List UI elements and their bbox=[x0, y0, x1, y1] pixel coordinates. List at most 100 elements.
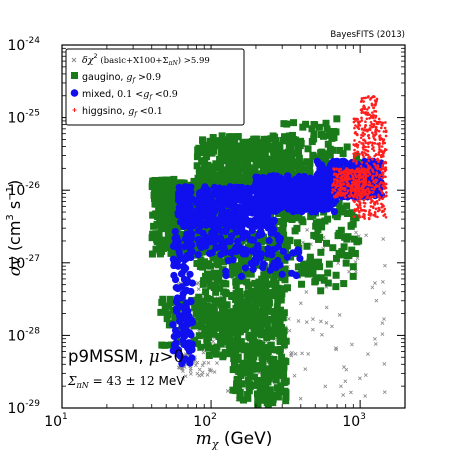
x-tick-label: 103 bbox=[342, 412, 366, 430]
point-gaugino bbox=[274, 160, 282, 168]
point-gaugino bbox=[236, 144, 244, 152]
point-excluded bbox=[336, 261, 341, 266]
point-gaugino bbox=[283, 242, 291, 250]
point-gaugino bbox=[239, 369, 247, 377]
point-gaugino bbox=[168, 200, 176, 208]
point-mixed bbox=[194, 235, 202, 244]
point-gaugino bbox=[200, 258, 208, 266]
point-gaugino bbox=[258, 353, 266, 361]
point-gaugino bbox=[274, 393, 282, 401]
legend-entry-mixed: mixed, 0.1 <gf <0.9 bbox=[70, 89, 178, 101]
point-mixed bbox=[201, 183, 209, 191]
point-higgsino bbox=[368, 197, 371, 200]
point-excluded bbox=[196, 287, 201, 292]
point-gaugino bbox=[223, 301, 231, 309]
point-mixed bbox=[262, 194, 270, 202]
point-gaugino bbox=[295, 154, 303, 162]
point-mixed bbox=[249, 265, 257, 273]
point-mixed bbox=[268, 262, 276, 271]
point-higgsino bbox=[366, 111, 370, 115]
point-gaugino bbox=[265, 299, 273, 307]
point-higgsino bbox=[351, 174, 354, 177]
x-axis-subscript: χ bbox=[211, 438, 220, 450]
point-higgsino bbox=[333, 189, 337, 192]
annotation-sigma: ΣπN = 43 ± 12 MeV bbox=[67, 374, 185, 390]
point-higgsino bbox=[349, 190, 353, 194]
point-higgsino bbox=[345, 176, 349, 179]
point-gaugino bbox=[255, 339, 263, 347]
point-higgsino bbox=[331, 188, 335, 191]
point-higgsino bbox=[358, 169, 361, 173]
point-gaugino bbox=[157, 308, 165, 316]
point-gaugino bbox=[279, 314, 287, 322]
point-higgsino bbox=[368, 208, 372, 212]
point-gaugino bbox=[163, 242, 171, 250]
point-gaugino bbox=[267, 341, 275, 349]
point-mixed bbox=[211, 207, 219, 215]
point-gaugino bbox=[272, 323, 280, 331]
point-mixed bbox=[259, 264, 267, 272]
point-gaugino bbox=[304, 270, 312, 278]
point-mixed bbox=[186, 245, 195, 253]
point-gaugino bbox=[164, 220, 172, 228]
point-higgsino bbox=[377, 193, 380, 197]
point-gaugino bbox=[263, 334, 271, 342]
point-gaugino bbox=[264, 404, 272, 408]
point-gaugino bbox=[179, 247, 187, 255]
x-axis-unit: (GeV) bbox=[218, 429, 272, 449]
point-gaugino bbox=[218, 154, 226, 162]
point-excluded bbox=[342, 365, 346, 369]
point-higgsino bbox=[342, 179, 346, 182]
point-mixed bbox=[255, 200, 263, 208]
point-gaugino bbox=[330, 127, 338, 135]
point-higgsino bbox=[380, 189, 383, 193]
point-gaugino bbox=[267, 144, 275, 152]
point-mixed bbox=[265, 237, 273, 245]
point-higgsino bbox=[372, 94, 375, 98]
point-excluded bbox=[303, 367, 308, 372]
point-gaugino bbox=[254, 349, 262, 357]
point-higgsino bbox=[373, 195, 377, 198]
y-axis-sup-1: 3 bbox=[5, 214, 16, 220]
point-higgsino bbox=[358, 120, 362, 124]
point-higgsino bbox=[366, 128, 370, 132]
point-mixed bbox=[338, 157, 346, 166]
point-gaugino bbox=[157, 212, 165, 220]
point-gaugino bbox=[219, 321, 227, 329]
point-gaugino bbox=[195, 293, 203, 301]
point-mixed bbox=[175, 312, 184, 320]
point-higgsino bbox=[369, 184, 372, 187]
point-higgsino bbox=[375, 128, 379, 132]
point-gaugino bbox=[259, 364, 267, 372]
point-gaugino bbox=[200, 262, 208, 270]
point-higgsino bbox=[373, 186, 377, 189]
point-gaugino bbox=[272, 292, 280, 300]
point-mixed bbox=[171, 275, 180, 284]
point-higgsino bbox=[348, 177, 352, 181]
point-gaugino bbox=[191, 303, 199, 311]
point-higgsino bbox=[372, 113, 375, 117]
point-higgsino bbox=[356, 150, 359, 154]
point-mixed bbox=[216, 215, 224, 224]
point-higgsino bbox=[364, 145, 367, 149]
point-gaugino bbox=[255, 313, 263, 321]
point-gaugino bbox=[269, 166, 277, 174]
point-higgsino bbox=[345, 191, 349, 195]
point-gaugino bbox=[234, 377, 242, 385]
point-higgsino bbox=[375, 99, 378, 103]
point-higgsino bbox=[377, 153, 381, 156]
point-gaugino bbox=[196, 263, 204, 271]
point-mixed bbox=[174, 189, 183, 197]
annotation-model: p9MSSM, μ>0 bbox=[68, 347, 184, 366]
point-gaugino bbox=[218, 178, 226, 186]
point-higgsino bbox=[367, 187, 370, 190]
point-excluded bbox=[334, 347, 339, 352]
point-gaugino bbox=[256, 322, 264, 330]
point-gaugino bbox=[262, 164, 270, 172]
point-excluded bbox=[287, 328, 292, 333]
point-higgsino bbox=[338, 184, 342, 188]
point-higgsino bbox=[378, 187, 382, 191]
point-gaugino bbox=[298, 280, 306, 288]
point-higgsino bbox=[357, 123, 360, 127]
